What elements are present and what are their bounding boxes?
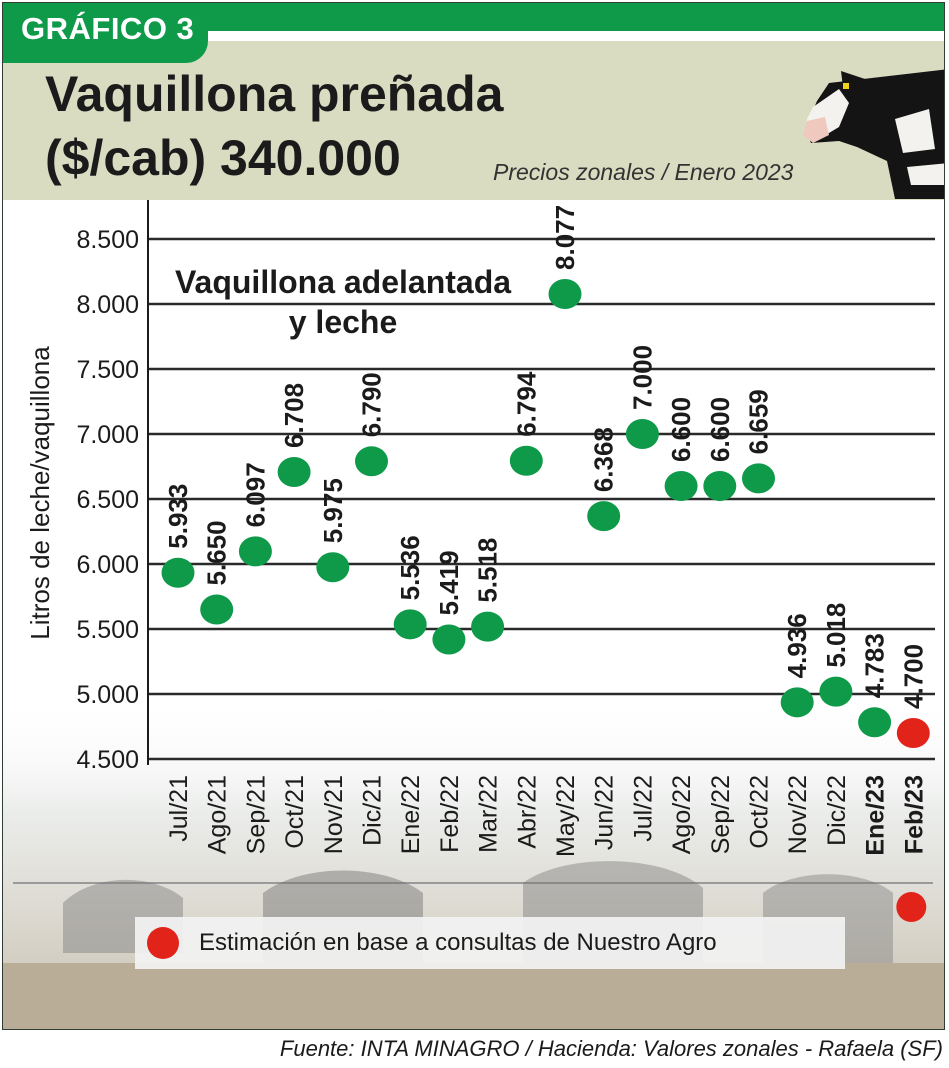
data-point (393, 609, 427, 640)
y-tick-label: 7.500 (76, 356, 139, 384)
x-tick-label: Ago/21 (204, 775, 232, 854)
x-tick-label: Sep/21 (242, 775, 270, 854)
data-label: 5.518 (473, 538, 503, 603)
data-label: 5.650 (202, 520, 232, 585)
x-tick-label: Ene/22 (397, 775, 425, 854)
data-label: 4.936 (782, 613, 812, 678)
x-tick-label: Jul/22 (629, 775, 657, 842)
data-label: 6.600 (705, 397, 735, 462)
red-dot-icon (147, 927, 179, 959)
legend-text: Estimación en base a consultas de Nuestr… (199, 929, 717, 956)
data-point (277, 456, 311, 487)
data-point (780, 687, 814, 718)
x-tick-label: Sep/22 (707, 775, 735, 854)
data-label: 6.659 (744, 389, 774, 454)
data-label: 5.933 (163, 484, 193, 549)
y-tick-label: 7.000 (76, 421, 139, 449)
data-label: 4.783 (860, 633, 890, 698)
x-tick-label: Dic/22 (823, 775, 851, 846)
data-label: 5.536 (395, 535, 425, 600)
data-label: 6.790 (357, 372, 387, 437)
infographic-frame: GRÁFICO 3 Vaquillona preñada ($/cab) 340… (2, 2, 945, 1030)
data-label: 6.708 (279, 383, 309, 448)
x-tick-label: Nov/22 (784, 775, 812, 854)
x-tick-label: May/22 (552, 775, 580, 857)
x-tick-label: Feb/22 (436, 775, 464, 853)
data-point (548, 278, 582, 309)
y-tick-label: 6.500 (76, 486, 139, 514)
data-label: 8.077 (550, 205, 580, 270)
y-tick-label: 4.500 (76, 746, 139, 774)
data-point (316, 552, 350, 583)
header-stripe (208, 31, 944, 41)
header: GRÁFICO 3 Vaquillona preñada ($/cab) 340… (3, 3, 944, 200)
x-tick-label: Oct/22 (746, 775, 774, 849)
page-title-line1: Vaquillona preñada (45, 66, 504, 122)
data-point (819, 676, 853, 707)
badge-label: GRÁFICO 3 (21, 11, 195, 46)
data-point (238, 536, 272, 567)
data-label: 6.794 (511, 371, 541, 437)
x-tick-label: Ene/23 (862, 775, 890, 856)
data-point (200, 594, 234, 625)
chart-title-line2: y leche (289, 304, 398, 340)
x-tick-label: Ago/22 (668, 775, 696, 854)
data-point (509, 445, 543, 476)
data-point (432, 624, 466, 655)
data-point (742, 463, 775, 494)
data-point (625, 419, 659, 449)
data-point (355, 446, 388, 477)
x-tick-label: Nov/21 (320, 775, 348, 854)
chart-title-line1: Vaquillona adelantada (175, 264, 511, 300)
x-tick-label: Abr/22 (513, 775, 541, 849)
data-point (471, 611, 505, 642)
y-tick-label: 8.500 (76, 226, 139, 254)
y-tick-label: 6.000 (76, 551, 139, 579)
data-point (858, 707, 892, 738)
chart: 8.500 8.000 7.500 7.000 6.500 6.000 5.500 5.000… (3, 200, 944, 1029)
data-label: 7.000 (627, 345, 657, 410)
data-label: 6.097 (240, 462, 270, 527)
data-label: 6.368 (589, 427, 619, 492)
background-photo (3, 693, 944, 1029)
y-tick-label: 5.000 (76, 681, 139, 709)
data-point-estimate (896, 718, 930, 748)
data-point (703, 471, 737, 501)
y-tick-label: 5.500 (76, 616, 139, 644)
red-dot-icon (896, 892, 927, 922)
data-label: 5.018 (821, 603, 851, 668)
y-tick-label: 8.000 (76, 291, 139, 319)
subtitle: Precios zonales / Enero 2023 (493, 159, 794, 185)
legend: Estimación en base a consultas de Nuestr… (135, 917, 845, 969)
x-tick-label: Jul/21 (165, 775, 193, 842)
cow-icon (803, 69, 944, 199)
data-point (664, 471, 698, 501)
page-title-line2: ($/cab) 340.000 (45, 130, 401, 186)
y-axis-label: Litros de leche/vaquillona (25, 346, 55, 640)
data-label: 5.419 (434, 550, 464, 615)
badge: GRÁFICO 3 (3, 3, 208, 63)
data-point (587, 501, 621, 532)
source-note: Fuente: INTA MINAGRO / Hacienda: Valores… (279, 1036, 943, 1061)
x-tick-label: Feb/23 (900, 775, 928, 854)
data-point (161, 557, 195, 588)
data-label: 4.700 (898, 644, 928, 709)
x-tick-label: Oct/21 (281, 775, 309, 849)
x-tick-label: Jun/22 (591, 775, 619, 850)
x-tick-label: Mar/22 (475, 775, 503, 853)
x-tick-label: Dic/21 (359, 775, 387, 846)
data-label: 5.975 (318, 478, 348, 543)
data-label: 6.600 (666, 397, 696, 462)
